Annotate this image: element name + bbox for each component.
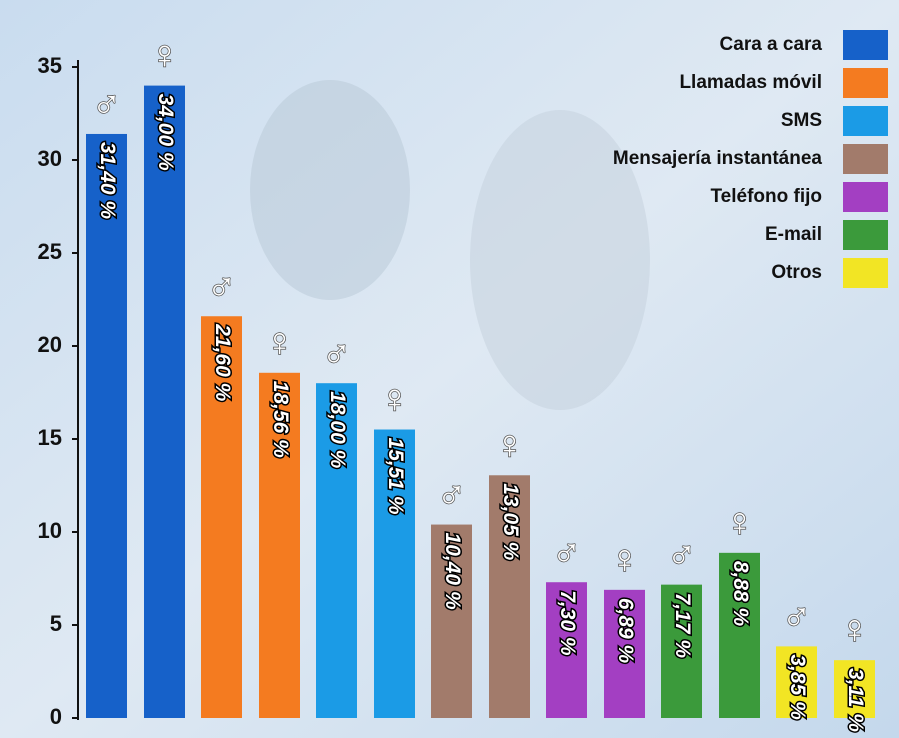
photo-figure: [250, 80, 410, 300]
bar: [86, 134, 127, 718]
gender-symbol: ♂: [92, 82, 122, 126]
legend-label: E-mail: [765, 224, 822, 245]
y-tick-label: 10: [38, 518, 62, 543]
bar: [144, 86, 185, 718]
legend-swatch: [843, 258, 888, 288]
value-label: 34,00 %: [154, 94, 177, 171]
y-tick-label: 25: [38, 239, 62, 264]
gender-symbol: ♀: [265, 320, 295, 364]
value-label: 3,11 %: [844, 668, 867, 732]
y-tick-label: 30: [38, 146, 62, 171]
y-tick-label: 15: [38, 425, 62, 450]
value-label: 7,30 %: [556, 590, 579, 656]
legend-swatch: [843, 220, 888, 250]
y-tick-label: 35: [38, 53, 62, 78]
gender-symbol: ♀: [725, 500, 755, 544]
gender-symbol: ♂: [667, 532, 697, 576]
legend-label: Llamadas móvil: [679, 72, 822, 93]
value-label: 31,40 %: [96, 142, 119, 219]
gender-symbol: ♀: [380, 377, 410, 421]
chart: 0 5 10 15 20 25 30 35 Cara a cara Llamadas móvil S…: [0, 0, 899, 738]
y-tick-label: 0: [50, 704, 62, 729]
y-tick-label: 5: [50, 611, 62, 636]
value-label: 8,88 %: [729, 561, 752, 627]
legend-swatch: [843, 182, 888, 212]
legend-swatch: [843, 68, 888, 98]
legend-label: Teléfono fijo: [710, 186, 822, 207]
legend-swatch: [843, 30, 888, 60]
value-label: 7,17 %: [671, 593, 694, 659]
gender-symbol: ♂: [322, 331, 352, 375]
y-tick-label: 20: [38, 332, 62, 357]
gender-symbol: ♂: [437, 472, 467, 516]
legend-swatch: [843, 106, 888, 136]
value-label: 10,40 %: [441, 533, 464, 610]
gender-symbol: ♂: [207, 264, 237, 308]
value-label: 21,60 %: [211, 323, 234, 401]
gender-symbol: ♀: [840, 608, 870, 652]
value-label: 3,85 %: [786, 654, 809, 720]
value-label: 18,56 %: [269, 381, 292, 458]
legend-label: Otros: [771, 262, 822, 283]
gender-symbol: ♂: [782, 594, 812, 638]
legend-label: SMS: [781, 110, 822, 131]
value-label: 13,05 %: [499, 483, 522, 560]
legend-label: Mensajería instantánea: [613, 148, 823, 169]
legend-label: Cara a cara: [720, 34, 823, 55]
gender-symbol: ♂: [552, 530, 582, 574]
gender-symbol: ♀: [495, 423, 525, 467]
value-label: 18,00 %: [326, 391, 349, 468]
value-label: 15,51 %: [384, 438, 407, 515]
gender-symbol: ♀: [610, 537, 640, 581]
value-label: 6,89 %: [614, 598, 637, 664]
gender-symbol: ♀: [150, 33, 180, 77]
legend-swatch: [843, 144, 888, 174]
